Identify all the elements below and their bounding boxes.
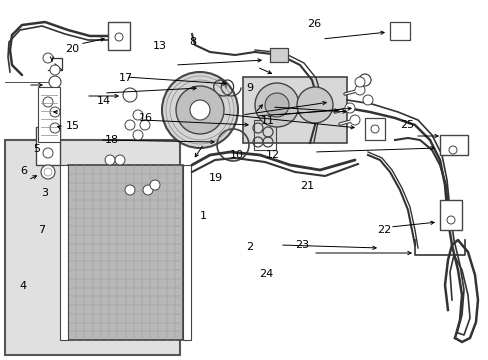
Circle shape: [115, 155, 125, 165]
Circle shape: [133, 110, 142, 120]
Circle shape: [140, 120, 150, 130]
Text: 22: 22: [376, 225, 390, 235]
Circle shape: [254, 83, 298, 127]
Bar: [243, 77, 346, 143]
Circle shape: [41, 165, 55, 179]
Bar: [38, 87, 60, 142]
Circle shape: [125, 185, 135, 195]
Bar: [68, 165, 183, 340]
Text: 11: 11: [261, 116, 274, 126]
Text: 13: 13: [152, 41, 166, 51]
Text: 15: 15: [65, 121, 79, 131]
Circle shape: [133, 130, 142, 140]
Text: 6: 6: [20, 166, 27, 176]
Text: 10: 10: [230, 150, 244, 160]
Circle shape: [50, 107, 60, 117]
Text: 23: 23: [295, 240, 308, 250]
Text: 4: 4: [20, 281, 27, 291]
Circle shape: [50, 123, 60, 133]
Circle shape: [150, 180, 160, 190]
Circle shape: [176, 86, 224, 134]
Text: 20: 20: [65, 44, 79, 54]
Circle shape: [49, 76, 61, 88]
Bar: [60, 165, 68, 340]
Text: 12: 12: [265, 150, 279, 160]
Circle shape: [264, 93, 288, 117]
Bar: [5, 140, 180, 355]
Circle shape: [362, 95, 372, 105]
Circle shape: [190, 100, 209, 120]
Bar: [183, 165, 191, 340]
Bar: [253, 120, 275, 150]
Text: 8: 8: [189, 37, 196, 48]
Circle shape: [105, 155, 115, 165]
Bar: [389, 22, 409, 40]
Text: 21: 21: [300, 181, 313, 192]
Text: 17: 17: [119, 73, 133, 84]
Circle shape: [354, 85, 364, 95]
Circle shape: [43, 53, 53, 63]
Text: 3: 3: [41, 188, 48, 198]
Text: 1: 1: [199, 211, 206, 221]
Bar: [108, 22, 130, 50]
Bar: [364, 118, 384, 140]
Circle shape: [349, 115, 359, 125]
Circle shape: [354, 77, 364, 87]
Text: 2: 2: [245, 242, 252, 252]
Text: 9: 9: [245, 83, 252, 93]
Circle shape: [43, 97, 53, 107]
Text: 14: 14: [97, 96, 110, 106]
Text: 19: 19: [209, 173, 223, 183]
Text: 18: 18: [104, 135, 118, 145]
Circle shape: [296, 87, 332, 123]
Circle shape: [50, 65, 60, 75]
Bar: [439, 200, 461, 230]
Text: 5: 5: [34, 144, 41, 154]
Circle shape: [142, 185, 153, 195]
Circle shape: [358, 74, 370, 86]
Text: 7: 7: [38, 225, 45, 235]
Text: 24: 24: [259, 269, 273, 279]
Circle shape: [125, 120, 135, 130]
Text: 16: 16: [139, 113, 152, 123]
Text: 25: 25: [399, 120, 413, 130]
Bar: [269, 48, 287, 62]
Circle shape: [43, 148, 53, 158]
Bar: [439, 135, 467, 155]
Circle shape: [345, 103, 354, 113]
Circle shape: [162, 72, 238, 148]
Bar: [36, 127, 60, 165]
Text: 26: 26: [306, 19, 320, 30]
Circle shape: [123, 88, 137, 102]
